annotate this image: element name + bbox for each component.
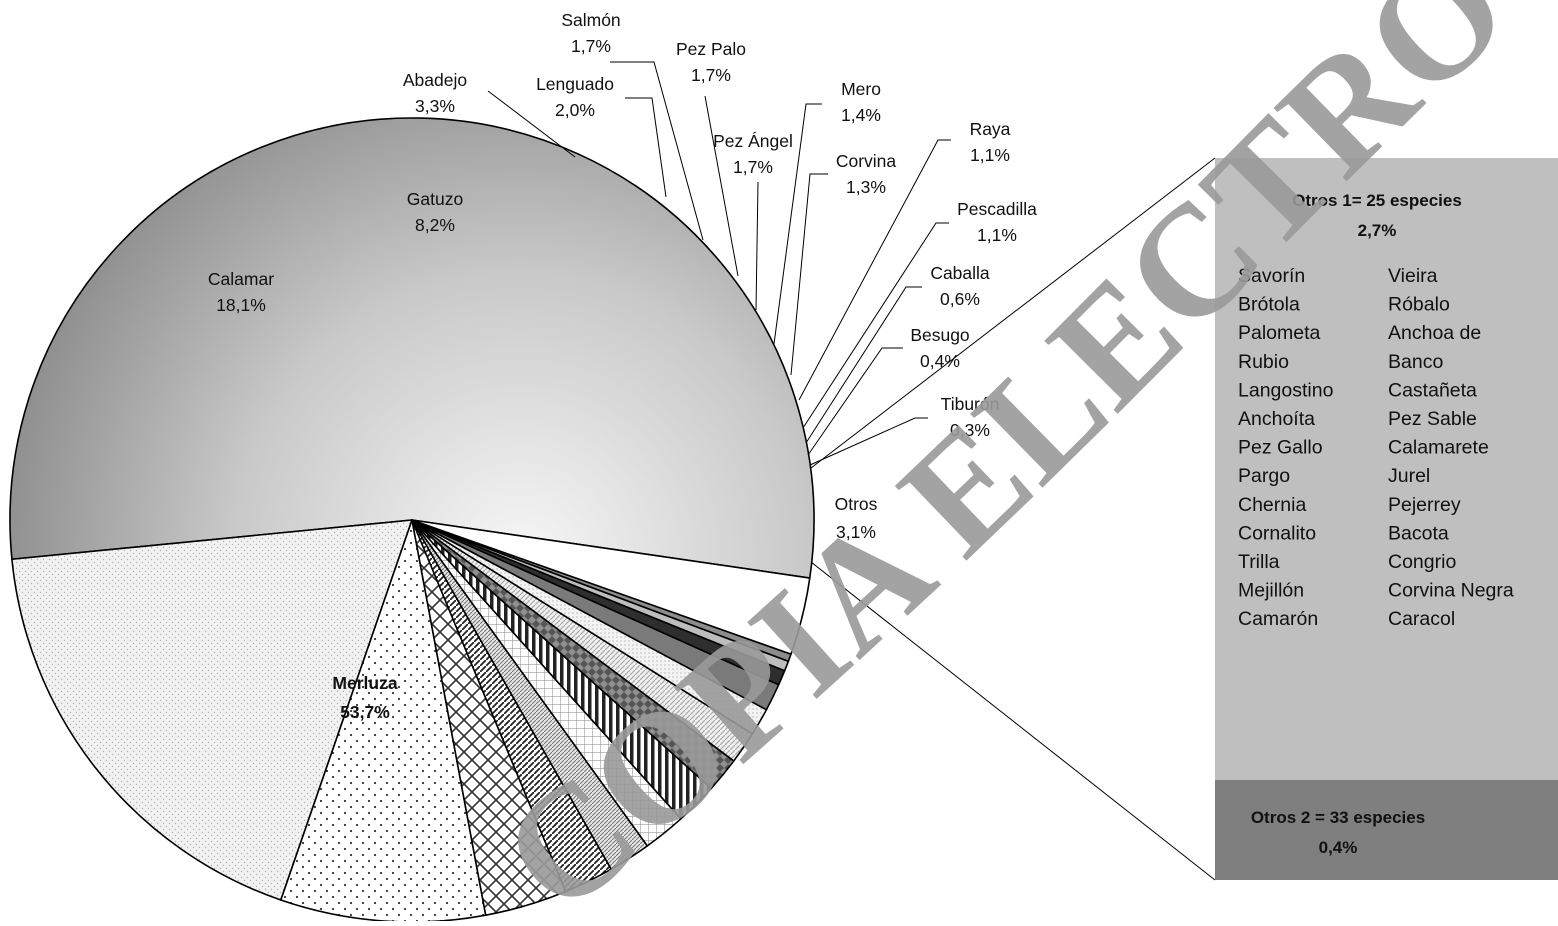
- slice-label-name-calamar: Calamar: [208, 269, 274, 289]
- slice-label-name-abadejo: Abadejo: [403, 70, 467, 90]
- species-item: Bacota: [1388, 522, 1449, 544]
- slice-label-name-otros: Otros: [835, 494, 878, 514]
- leader-line-mero: [773, 103, 822, 345]
- slice-labels: Merluza 53,7% Calamar 18,1% Gatuzo 8,2% Abadej…: [208, 10, 1037, 722]
- connector-line-bottom: [810, 561, 1216, 881]
- slice-label-value-besugo: 0,4%: [920, 351, 960, 371]
- species-item: Caracol: [1388, 608, 1455, 630]
- species-item: Brótola: [1238, 294, 1300, 316]
- slice-label-name-mero: Mero: [841, 79, 881, 99]
- slice-label-name-besugo: Besugo: [910, 325, 969, 345]
- slice-label-name-corvina: Corvina: [836, 151, 897, 171]
- slice-label-value-tiburon: 0,3%: [950, 420, 990, 440]
- leader-line-abadejo: [487, 90, 576, 158]
- pie-slices: [9, 117, 815, 923]
- otros2-percent: 0,4%: [1319, 838, 1358, 857]
- slice-label-value-abadejo: 3,3%: [415, 96, 455, 116]
- species-item: Vieira: [1388, 265, 1438, 287]
- species-item: Jurel: [1388, 465, 1430, 487]
- slice-label-value-otros: 3,1%: [836, 522, 876, 542]
- leader-line-besugo: [807, 347, 903, 456]
- leader-line-caballa: [805, 286, 922, 444]
- species-list-col2: Vieira Róbalo Anchoa de Banco Castañeta Pez S…: [1388, 265, 1514, 630]
- connector-line-top: [810, 157, 1216, 469]
- otros2-panel: [1215, 780, 1558, 880]
- slice-label-value-pez-angel: 1,7%: [733, 157, 773, 177]
- leader-line-pez-palo: [704, 95, 739, 277]
- slice-label-value-calamar: 18,1%: [216, 295, 266, 315]
- otros1-panel: [1215, 158, 1558, 780]
- leader-line-corvina: [790, 173, 828, 376]
- species-item: Langostino: [1238, 379, 1334, 401]
- slice-label-value-mero: 1,4%: [841, 105, 881, 125]
- pie-slice-merluza: [9, 117, 815, 579]
- slice-label-value-caballa: 0,6%: [940, 289, 980, 309]
- pie-slice-calamar: [11, 519, 413, 901]
- species-item: Calamarete: [1388, 437, 1489, 459]
- leader-line-pescadilla: [802, 222, 949, 429]
- otros1-title: Otros 1= 25 especies: [1292, 191, 1462, 210]
- slice-label-name-pescadilla: Pescadilla: [957, 199, 1037, 219]
- slice-label-name-caballa: Caballa: [930, 263, 990, 283]
- slice-label-name-salmon: Salmón: [561, 10, 620, 30]
- otros2-title: Otros 2 = 33 especies: [1251, 808, 1425, 827]
- species-list-col1: Savorín Brótola Palometa Rubio Langostino Anc…: [1238, 265, 1334, 630]
- slice-label-name-tiburon: Tiburón: [941, 394, 1000, 414]
- otros1-percent: 2,7%: [1358, 221, 1397, 240]
- slice-label-name-merluza: Merluza: [332, 673, 397, 693]
- species-item: Trilla: [1238, 551, 1280, 573]
- slice-label-name-raya: Raya: [970, 119, 1011, 139]
- slice-label-value-gatuzo: 8,2%: [415, 215, 455, 235]
- species-item: Banco: [1388, 351, 1443, 373]
- leader-lines: [487, 61, 951, 466]
- species-item: Savorín: [1238, 265, 1305, 287]
- species-item: Castañeta: [1388, 379, 1477, 401]
- leader-line-raya: [798, 139, 951, 401]
- species-item: Anchoa de: [1388, 322, 1481, 344]
- slice-label-value-corvina: 1,3%: [846, 177, 886, 197]
- leader-line-tiburon: [809, 417, 928, 466]
- slice-label-name-pez-palo: Pez Palo: [676, 39, 746, 59]
- species-item: Anchoíta: [1238, 408, 1315, 430]
- species-item: Pez Sable: [1388, 408, 1477, 430]
- species-item: Congrio: [1388, 551, 1456, 573]
- species-item: Cornalito: [1238, 522, 1316, 544]
- slice-label-value-salmon: 1,7%: [571, 36, 611, 56]
- species-item: Camarón: [1238, 608, 1318, 630]
- slice-label-name-lenguado: Lenguado: [536, 74, 614, 94]
- slice-label-value-pescadilla: 1,1%: [977, 225, 1017, 245]
- slice-label-name-pez-angel: Pez Ángel: [713, 131, 793, 151]
- leader-line-salmon: [610, 61, 704, 241]
- species-item: Palometa: [1238, 322, 1321, 344]
- species-item: Mejillón: [1238, 580, 1304, 602]
- slice-label-value-lenguado: 2,0%: [555, 100, 595, 120]
- species-item: Pejerrey: [1388, 494, 1461, 516]
- slice-label-value-raya: 1,1%: [970, 145, 1010, 165]
- species-item: Pargo: [1238, 465, 1290, 487]
- species-item: Róbalo: [1388, 294, 1450, 316]
- otros-breakdown-box: Otros 1= 25 especies 2,7% Savorín Brótola…: [810, 157, 1558, 881]
- leader-line-lenguado: [625, 97, 667, 198]
- leader-line-pez-angel: [755, 181, 759, 311]
- slice-label-value-pez-palo: 1,7%: [691, 65, 731, 85]
- slice-label-value-merluza: 53,7%: [340, 702, 390, 722]
- slice-label-name-gatuzo: Gatuzo: [407, 189, 463, 209]
- species-item: Chernia: [1238, 494, 1306, 516]
- species-item: Corvina Negra: [1388, 580, 1514, 602]
- species-item: Rubio: [1238, 351, 1289, 373]
- species-item: Pez Gallo: [1238, 437, 1323, 459]
- pie-slice-otros: [411, 519, 811, 655]
